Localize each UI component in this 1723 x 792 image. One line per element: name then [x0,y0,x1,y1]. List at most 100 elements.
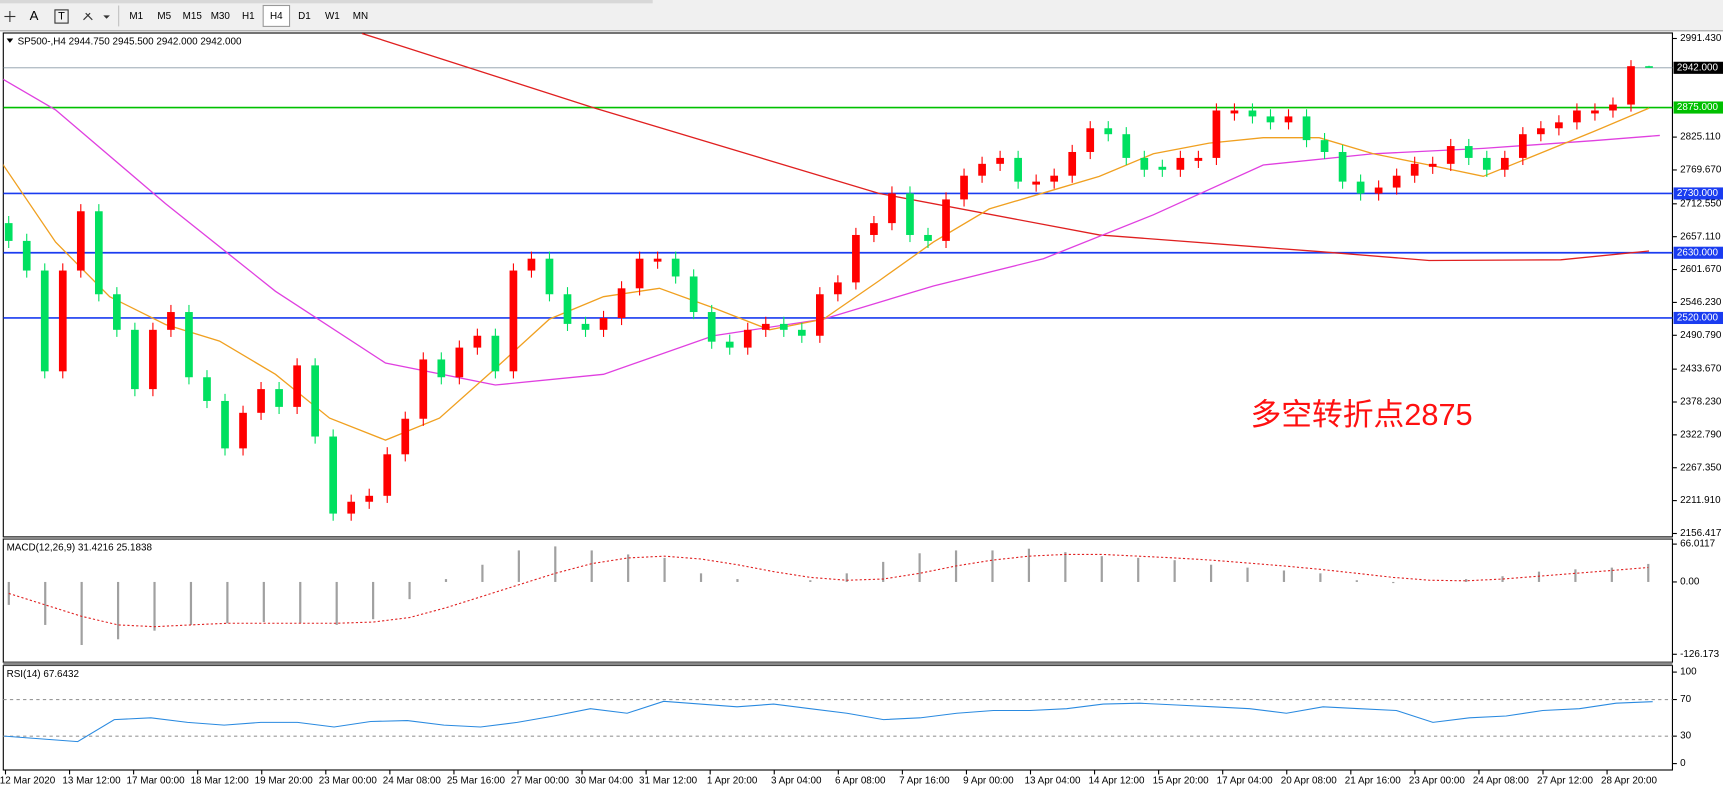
candle-body [473,335,482,348]
candle-body [185,312,193,378]
x-tick-label: 9 Apr 00:00 [963,776,1014,787]
macd-bar [1501,576,1504,582]
x-tick-label: 17 Mar 00:00 [127,776,186,787]
macd-bar [153,581,156,631]
macd-bar [1319,573,1322,582]
candle-body [1194,157,1203,161]
timeframe-button[interactable]: W1 [325,11,340,22]
timeframe-button[interactable]: M15 [183,11,203,22]
timeframe-button[interactable]: M1 [129,11,143,22]
candle-body [40,270,49,372]
collapse-arrow[interactable] [6,38,14,43]
level-label-box [1673,246,1723,259]
candle-body [419,359,428,419]
cursor-tool[interactable] [4,11,16,22]
candle-body [1338,151,1347,182]
macd-bar [7,581,10,605]
candle-body [221,400,229,449]
candle-body [1374,187,1383,194]
timeframe-button[interactable]: M5 [157,11,171,22]
macd-bar [372,581,375,620]
macd-bar [1209,564,1213,582]
macd-bar [1537,571,1541,582]
macd-bar [1647,563,1650,582]
macd-bar [918,553,921,582]
y-tick-label: 0 [1680,758,1686,769]
panel-divider [3,662,1673,666]
shapes-tool[interactable] [83,12,110,21]
y-tick-label: 66.0117 [1680,539,1715,550]
macd-bar [189,581,193,625]
moving-average [361,33,1650,262]
candle-body [1609,104,1617,111]
timeframe-button[interactable]: H4 [270,11,283,22]
candle-body [1050,175,1059,182]
macd-bar [1465,579,1468,582]
candle-body [1537,128,1545,135]
candle-body [311,365,319,437]
macd-bar [809,580,812,582]
candle-body [1104,128,1113,135]
candle-body [1032,181,1041,185]
candle-body [1212,110,1221,158]
candle-body [257,389,265,413]
candle-body [581,323,590,330]
timeframe-button[interactable]: MN [353,11,368,22]
annotation: 多空转折点2875 [1250,397,1472,432]
candle-body [653,258,662,262]
candle-body [761,323,770,330]
timeframe-button[interactable]: H1 [242,11,255,22]
candle-body [1446,146,1455,164]
chart-header: SP500-,H4 2944.750 2945.500 2942.000 294… [18,36,242,47]
x-tick-label: 14 Apr 12:00 [1089,776,1145,787]
candle-body [1464,146,1473,158]
macd-bar [481,564,484,582]
timeframe-button[interactable]: D1 [298,11,311,22]
candle-body [797,329,806,336]
macd-title: MACD(12,26,9) 31.4216 25.1838 [7,542,153,553]
macd-bar [991,550,994,582]
candle-body [707,312,716,342]
candle-body [545,258,554,295]
candle-body [275,389,283,407]
text-tool[interactable]: A [30,8,39,23]
candle-body [1176,157,1185,170]
y-tick-label: 0.00 [1680,577,1700,588]
candle-body [455,347,464,378]
x-tick-label: 23 Mar 00:00 [319,776,378,787]
candle-body [924,234,932,241]
candle-body [1645,66,1653,68]
candle-body [4,223,13,241]
x-tick-label: 24 Mar 08:00 [383,776,442,787]
y-tick-label: 2490.790 [1680,330,1722,341]
candle-body [617,288,626,318]
candle-body [1482,157,1491,170]
macd-bar [1027,548,1031,582]
x-tick-label: 28 Apr 20:00 [1601,776,1657,787]
macd-bar [335,581,338,625]
x-tick-label: 12 Mar 2020 [0,776,56,787]
x-tick-label: 13 Apr 04:00 [1024,776,1080,787]
candle-body [76,211,85,271]
macd-bar [1392,581,1395,584]
candle-body [22,240,31,271]
x-tick-label: 7 Apr 16:00 [899,776,950,787]
candle-body [1230,110,1239,114]
timeframe-button[interactable]: M30 [211,11,231,22]
x-tick-label: 17 Apr 04:00 [1217,776,1273,787]
candle-body [942,199,950,241]
macd-bar [1355,580,1358,582]
y-tick-label: 2657.110 [1680,231,1721,242]
candle-body [1573,110,1581,123]
candle-body [131,329,139,390]
candle-body [779,323,788,330]
y-tick-label: 2712.550 [1680,198,1722,209]
x-tick-label: 24 Apr 08:00 [1473,776,1529,787]
candle-body [167,312,175,330]
candle-body [491,335,500,372]
x-tick-label: 18 Mar 12:00 [191,776,250,787]
candle-body [383,454,392,496]
plot-area [3,33,1673,521]
candle-body [725,341,734,348]
label-tool[interactable]: T [58,10,65,22]
